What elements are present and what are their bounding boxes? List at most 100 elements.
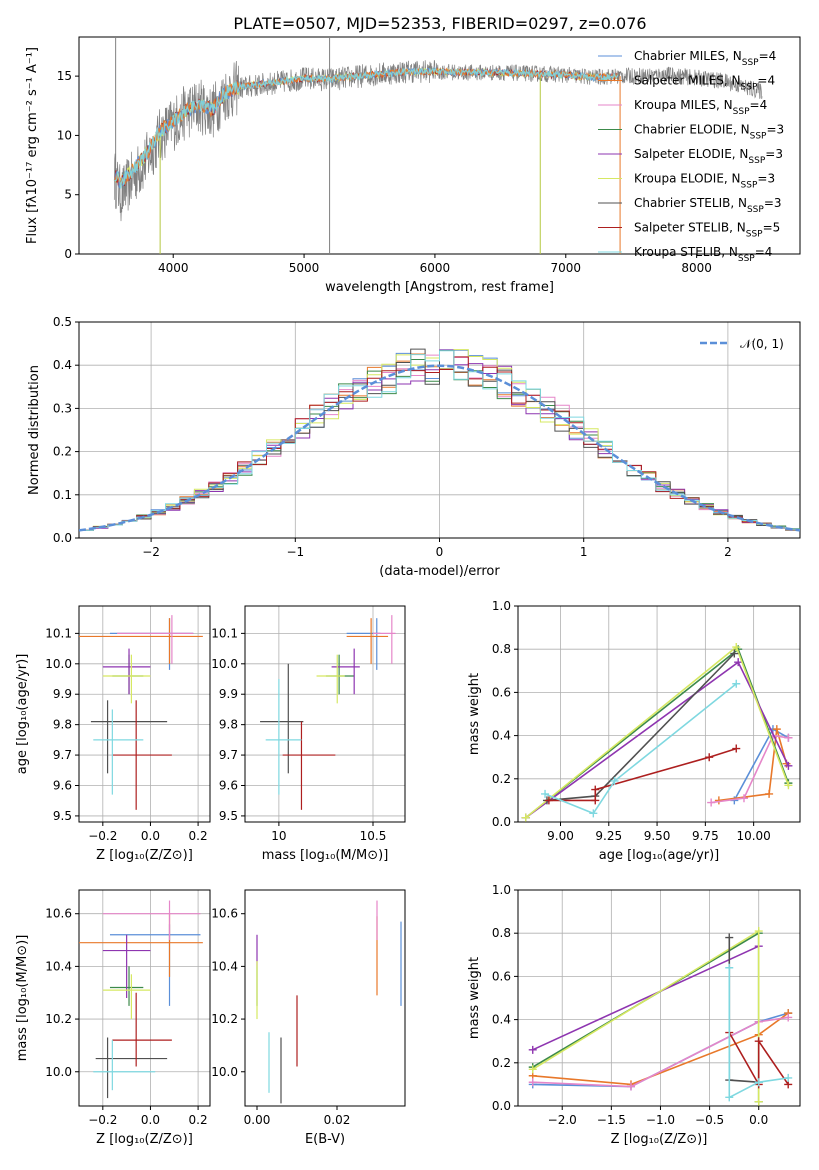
mass-weight-marker [528,1065,537,1074]
y-tick-label: 10.0 [45,657,72,671]
mass-weight-marker [754,1037,763,1046]
y-tick-label: 5 [64,188,72,202]
mass-weight-marker [730,649,739,658]
y-tick-label: 0.2 [53,445,72,459]
y-tick-label: 10.6 [45,907,72,921]
mass-weight-marker [734,658,743,667]
x-tick-label: 0.0 [141,1113,160,1127]
mass-weight-marker [754,1078,763,1087]
y-tick-label: 9.9 [53,687,72,701]
x-tick-label: 0.02 [324,1113,351,1127]
x-tick-label: 4000 [158,261,189,275]
mass-weight-line [532,1016,789,1088]
x-axis-label: Z [log₁₀(Z/Z⊙)] [96,848,193,863]
legend-label: Salpeter ELODIE, NSSP=3 [634,147,783,166]
mass-weight-line [548,747,737,802]
y-tick-label: 15 [57,69,72,83]
x-tick-label: −0.5 [695,1113,724,1127]
mass-weight-marker [754,927,763,936]
mass-weight-marker [705,753,714,762]
y-tick-label: 0.4 [492,1013,511,1027]
x-tick-label: 9.25 [595,829,622,843]
mass-weight-line [532,945,760,1051]
x-tick-label: 10 [271,829,286,843]
mass-weight-line [728,967,789,1099]
model-fit-line [113,67,619,186]
x-axis-label: age [log₁₀(age/yr)] [599,848,720,863]
mass-weight-line [544,683,737,815]
axes-frame [78,889,211,1107]
mass-weight-marker [784,1073,793,1082]
y-tick-label: 9.6 [53,778,72,792]
legend-label: Kroupa MILES, NSSP=4 [634,98,767,117]
weight-vs-Z-panel: −2.0 −1.5 −1.0 −0.5 0.0 0.0 0.2 0.4 0.6 0.8 1.0 Z [… [467,883,801,1147]
spectrum-legend: Chabrier MILES, NSSP=4 Salpeter MILES, NS… [598,49,784,264]
mass-weight-line [711,734,789,804]
axes-frame [517,605,801,823]
mass-weight-marker [772,725,781,734]
model-fit-line [114,67,618,187]
mass-weight-marker [544,796,553,805]
axes-frame [244,889,406,1107]
y-tick-label: 1.0 [492,883,511,897]
y-tick-label: 9.7 [53,748,72,762]
axes-frame [244,605,406,823]
axes-frame [517,889,801,1107]
x-tick-label: 6000 [420,261,451,275]
x-tick-label: −1.5 [597,1113,626,1127]
x-tick-label: 0.0 [141,829,160,843]
y-tick-label: 9.5 [219,809,238,823]
mass-weight-marker [725,933,734,942]
y-axis-label: mass weight [467,673,482,755]
mass-weight-marker [707,798,716,807]
mass-weight-marker [528,1045,537,1054]
axes-frame [78,321,801,539]
x-tick-label: 10.5 [360,829,387,843]
mass-weight-marker [732,679,741,688]
y-tick-label: 9.9 [219,687,238,701]
x-tick-label: 1 [580,545,588,559]
plot-area [528,927,793,1106]
x-tick-label: 5000 [289,261,320,275]
weight-vs-age-panel: 9.00 9.25 9.50 9.75 10.00 0.0 0.2 0.4 0.6 0.8 1.0 a… [467,599,801,863]
y-axis-label: mass [log₁₀(M/M⊙)] [15,935,30,1062]
mass-weight-marker [784,761,793,770]
mass-weight-marker [589,809,598,818]
mass-weight-marker [725,1093,734,1102]
y-tick-label: 0.2 [492,772,511,786]
y-axis-label: Normed distribution [27,365,42,495]
y-tick-label: 10.0 [211,657,238,671]
y-tick-label: 0 [64,247,72,261]
y-tick-label: 0.0 [492,1099,511,1113]
model-fit-line [114,67,619,189]
spectrum-panel: 4000 5000 6000 7000 8000 0 5 10 15 wavelength [An… [25,36,801,295]
legend-label: Chabrier ELODIE, NSSP=3 [634,123,784,142]
y-tick-label: 9.8 [53,718,72,732]
x-axis-label: Z [log₁₀(Z/Z⊙)] [96,1132,193,1147]
figure-title: PLATE=0507, MJD=52353, FIBERID=0297, z=0… [233,14,646,33]
legend-label: Salpeter STELIB, NSSP=5 [634,221,780,240]
y-tick-label: 10.6 [211,907,238,921]
x-tick-label: 9.75 [692,829,719,843]
y-tick-label: 0.4 [53,358,72,372]
mass-weight-marker [610,776,619,785]
y-tick-label: 9.7 [219,748,238,762]
y-tick-label: 10.2 [45,1012,72,1026]
plot-area [521,643,793,822]
plot-area [79,615,203,810]
y-tick-label: 0.6 [492,969,511,983]
plot-area [79,900,203,1099]
mass-weight-marker [784,1013,793,1022]
legend-label: Chabrier STELIB, NSSP=3 [634,196,782,215]
plot-area [260,615,396,810]
x-tick-label: 0.0 [749,1113,768,1127]
y-tick-label: 0.0 [492,815,511,829]
x-axis-label: (data-model)/error [379,564,500,579]
age-vs-Z-panel: −0.2 0.0 0.2 9.5 9.6 9.7 9.8 9.9 10.0 10.1 Z [log₁… [15,605,211,863]
y-tick-label: 0.6 [492,685,511,699]
model-fit-line [113,66,619,189]
residual-histogram [79,356,800,531]
legend-label: Kroupa ELODIE, NSSP=3 [634,172,775,191]
mass-weight-line [532,931,760,1102]
mass-weight-marker [732,643,741,652]
